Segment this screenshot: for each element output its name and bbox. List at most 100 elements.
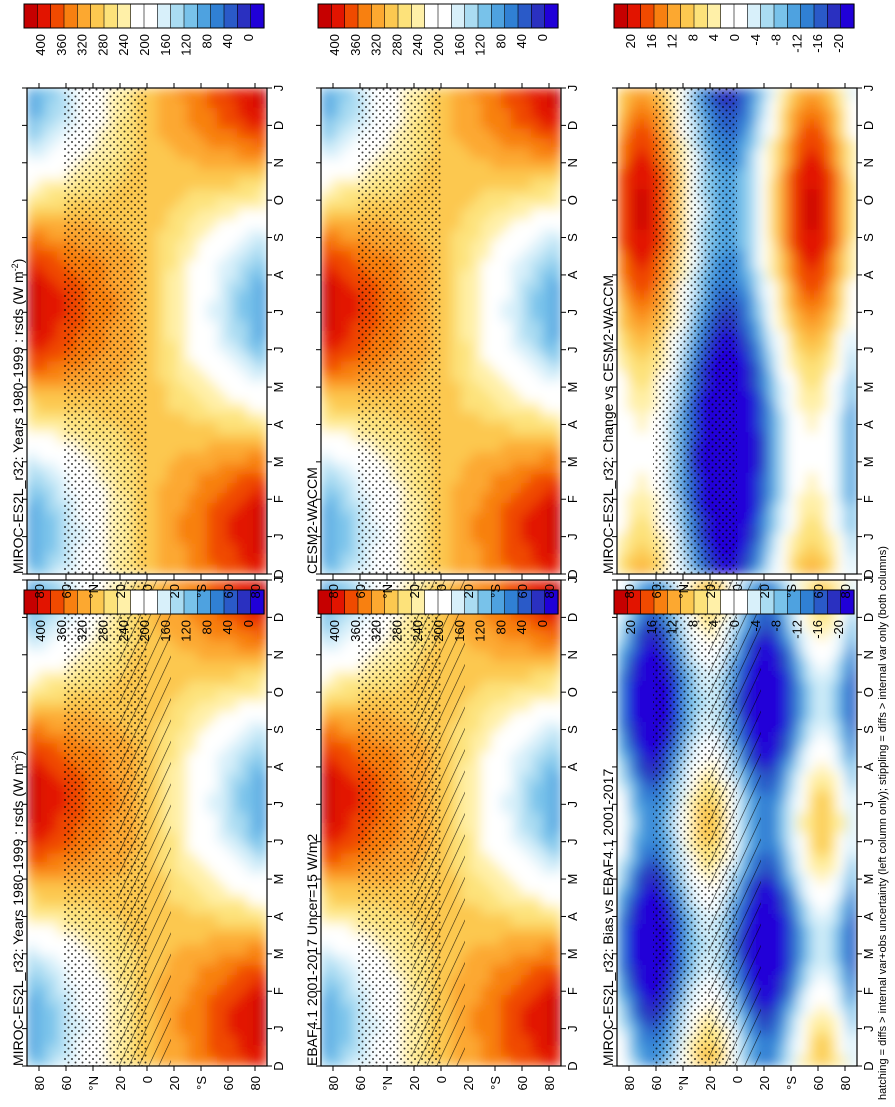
heatmap-cell <box>331 1045 342 1057</box>
heatmap-cell <box>461 681 472 692</box>
heatmap-cell <box>167 914 178 925</box>
heatmap-cell <box>257 863 267 875</box>
heatmap-cell <box>511 391 522 403</box>
colorbar-swatch <box>90 3 105 29</box>
heatmap-cell <box>27 320 38 332</box>
heatmap-cell <box>247 381 258 393</box>
heatmap-cell <box>227 1005 238 1016</box>
heatmap-cell <box>247 341 258 352</box>
heatmap-cell <box>531 563 542 574</box>
heatmap-cell <box>27 543 38 555</box>
heatmap-cell <box>177 1045 188 1057</box>
panel-title: EBAF4.1 2001-2017 Uncer=15 W/m2 <box>304 833 320 1066</box>
heatmap-cell <box>471 138 482 150</box>
heatmap-cell <box>341 802 352 814</box>
heatmap-cell <box>147 381 158 393</box>
heatmap-cell <box>541 320 552 332</box>
month-tick-label: J <box>565 1025 580 1032</box>
heatmap-cell <box>187 209 198 221</box>
heatmap-cell <box>187 823 198 834</box>
heatmap-cell <box>461 721 472 733</box>
heatmap-cell <box>197 482 208 494</box>
heatmap-cell <box>461 742 472 753</box>
heatmap-cell <box>351 148 362 160</box>
heatmap-cell <box>167 503 178 514</box>
heatmap-cell <box>207 1035 218 1047</box>
heatmap-cell <box>207 513 218 524</box>
lat-tick-label: 20 <box>407 1076 422 1090</box>
heatmap-cell <box>27 1005 38 1016</box>
heatmap-cell <box>217 802 228 814</box>
heatmap-cell <box>227 873 238 885</box>
heatmap-cell <box>217 721 228 733</box>
heatmap-cell <box>331 701 342 713</box>
heatmap-cell <box>551 580 561 591</box>
heatmap-cell <box>47 893 58 905</box>
heatmap-cell <box>521 189 532 200</box>
heatmap-cell <box>247 731 258 743</box>
heatmap-cell <box>157 422 168 433</box>
heatmap-cell <box>177 148 188 160</box>
heatmap-cell <box>187 985 198 996</box>
heatmap-cell <box>207 954 218 966</box>
heatmap-cell <box>341 452 352 464</box>
heatmap-cell <box>257 503 267 514</box>
heatmap-cell <box>147 280 158 292</box>
heatmap-cell <box>157 533 168 545</box>
heatmap-cell <box>321 553 332 565</box>
heatmap-cell <box>57 772 68 784</box>
heatmap-cell <box>47 1025 58 1037</box>
heatmap-cell <box>511 1055 522 1066</box>
heatmap-cell <box>471 893 482 905</box>
heatmap-cell <box>461 270 472 281</box>
heatmap-cell <box>541 199 552 211</box>
heatmap-cell <box>167 462 178 474</box>
heatmap-cell <box>521 169 532 180</box>
heatmap-cell <box>341 701 352 713</box>
heatmap-cell <box>237 229 248 241</box>
heatmap-cell <box>341 823 352 834</box>
heatmap-cell <box>37 138 48 150</box>
heatmap-cell <box>491 782 502 794</box>
heatmap-cell <box>551 640 561 652</box>
heatmap-cell <box>177 843 188 854</box>
month-tick-label: J <box>271 533 286 540</box>
heatmap-cell <box>501 630 512 642</box>
heatmap-cell <box>341 661 352 672</box>
heatmap-cell <box>521 320 532 332</box>
heatmap-cell <box>217 462 228 474</box>
heatmap-cell <box>471 553 482 565</box>
heatmap-cell <box>197 108 208 119</box>
heatmap-cell <box>501 341 512 352</box>
heatmap-cell <box>511 331 522 342</box>
heatmap-cell <box>227 661 238 672</box>
heatmap-cell <box>451 179 462 190</box>
heatmap-cell <box>177 883 188 895</box>
heatmap-cell <box>197 351 208 362</box>
heatmap-cell <box>471 974 482 986</box>
heatmap-cell <box>57 985 68 996</box>
heatmap-cell <box>481 452 492 464</box>
colorbar-cb-top-right: 400 360 320 280 240 200 160 120 80 40 0 <box>23 3 265 56</box>
heatmap-cell <box>341 944 352 956</box>
heatmap-cell <box>177 513 188 524</box>
heatmap-cell <box>177 219 188 231</box>
heatmap-cell <box>531 300 542 312</box>
heatmap-cell <box>157 148 168 160</box>
heatmap-cell <box>57 493 68 504</box>
heatmap-cell <box>491 412 502 423</box>
heatmap-cell <box>551 553 561 565</box>
heatmap-cell <box>351 229 362 241</box>
heatmap-cell <box>441 229 452 241</box>
heatmap-cell <box>511 985 522 996</box>
heatmap-cell <box>531 772 542 784</box>
heatmap-cell <box>511 280 522 292</box>
heatmap-cell <box>351 412 362 423</box>
heatmap-cell <box>341 179 352 190</box>
heatmap-cell <box>257 731 267 743</box>
heatmap-cell <box>247 691 258 703</box>
heatmap-cell <box>321 772 332 784</box>
heatmap-cell <box>531 351 542 362</box>
